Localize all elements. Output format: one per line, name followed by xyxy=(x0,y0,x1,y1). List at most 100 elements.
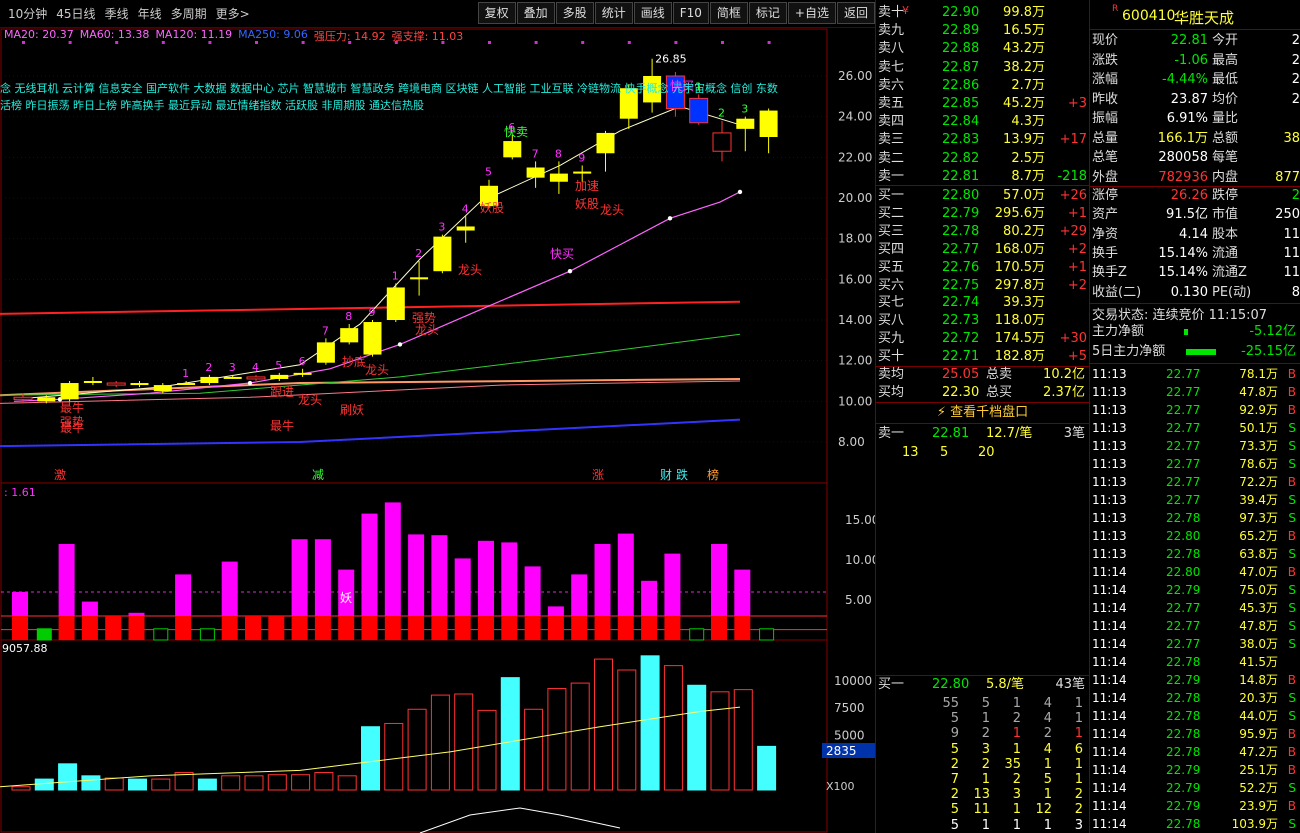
candle[interactable] xyxy=(480,185,498,207)
candle[interactable] xyxy=(340,328,359,343)
candle[interactable] xyxy=(386,287,405,320)
buy-level[interactable]: 买八 22.73 118.0万 xyxy=(876,312,1089,330)
buy-level[interactable]: 买二 22.79 295.6万 +1 xyxy=(876,205,1089,223)
ind1-base xyxy=(338,616,355,640)
candle[interactable] xyxy=(200,376,219,384)
candle[interactable] xyxy=(526,167,545,178)
toolbar-button[interactable]: +自选 xyxy=(787,1,836,24)
candle[interactable] xyxy=(246,376,266,380)
candle[interactable] xyxy=(60,383,79,400)
ind1-base xyxy=(617,616,634,640)
sell-level[interactable]: 卖二 22.82 2.5万 xyxy=(876,150,1089,168)
sell1-detail[interactable]: 卖一 22.81 12.7/笔 3笔 xyxy=(876,425,1089,443)
buy-level[interactable]: 买十 22.71 182.8万 +5 xyxy=(876,348,1089,366)
candle[interactable] xyxy=(363,322,382,355)
event-marker[interactable]: 财 xyxy=(660,468,672,482)
toolbar-button[interactable]: 返回 xyxy=(836,1,875,24)
buy-level[interactable]: 买六 22.75 297.8万 +2 xyxy=(876,277,1089,295)
buy-level[interactable]: 买四 22.77 168.0万 +2 xyxy=(876,241,1089,259)
candle[interactable] xyxy=(410,277,429,280)
event-marker[interactable]: 跌 xyxy=(676,467,688,482)
candle[interactable] xyxy=(573,171,592,174)
flow-bar xyxy=(1184,329,1188,335)
sell-level[interactable]: 卖九 22.89 16.5万 xyxy=(876,22,1089,40)
candle[interactable] xyxy=(433,236,452,272)
toolbar-button[interactable]: 标记 xyxy=(748,1,787,24)
candle[interactable] xyxy=(759,110,778,137)
candle[interactable] xyxy=(549,173,568,182)
sell-level[interactable]: 卖七 22.87 38.2万 xyxy=(876,59,1089,77)
quote-panel: R 600410 华胜天成 现价 22.81 今开 2 涨跌 -1.06 最高 2 涨幅 -4.44% 最… xyxy=(1090,0,1300,833)
candle[interactable] xyxy=(712,132,732,152)
candle[interactable] xyxy=(177,383,196,386)
candle[interactable] xyxy=(689,97,709,124)
period-tab[interactable]: 45日线 xyxy=(56,7,96,21)
buy1-detail[interactable]: 买一 22.80 5.8/笔 43笔 xyxy=(876,676,1089,694)
toolbar-button[interactable]: 多股 xyxy=(555,1,594,24)
stock-name: 华胜天成 xyxy=(1174,9,1235,27)
toolbar-button[interactable]: 画线 xyxy=(633,1,672,24)
toolbar-button[interactable]: 统计 xyxy=(594,1,633,24)
buy-level[interactable]: 买一 22.80 57.0万 +26 xyxy=(876,187,1089,205)
sell-level[interactable]: 卖八 22.88 43.2万 xyxy=(876,40,1089,58)
sell-level[interactable]: 卖五 22.85 45.2万 +3 xyxy=(876,95,1089,113)
period-tab[interactable]: 季线 xyxy=(104,7,129,21)
event-marker[interactable]: 减 xyxy=(312,468,324,482)
toolbar-button[interactable]: F10 xyxy=(672,1,709,24)
quote-row: 振幅 6.91% 量比 xyxy=(1090,109,1300,129)
signal-annotation: 加速 xyxy=(575,179,599,193)
level-label: 卖二 xyxy=(878,150,905,166)
sell-level[interactable]: 卖四 22.84 4.3万 xyxy=(876,113,1089,131)
avg-buy[interactable]: 买均 22.30 总买 2.37亿 xyxy=(876,384,1089,402)
candle[interactable] xyxy=(270,374,289,379)
level-price: 22.83 xyxy=(942,132,980,148)
period-tab[interactable]: 更多> xyxy=(215,7,250,21)
quote-value: 4.14 xyxy=(1179,226,1208,242)
sell-level[interactable]: 卖六 22.86 2.7万 xyxy=(876,77,1089,95)
candle[interactable] xyxy=(106,382,126,386)
candle[interactable] xyxy=(736,118,755,129)
avg-sell[interactable]: 卖均 25.05 总卖 10.2亿 xyxy=(876,366,1089,384)
signal-dot xyxy=(534,41,538,44)
candle[interactable] xyxy=(37,397,56,402)
sell-level[interactable]: 卖一 22.81 8.7万 -218 xyxy=(876,168,1089,186)
candle[interactable] xyxy=(130,383,149,386)
sell-level[interactable]: 卖十 22.90 99.8万 xyxy=(876,4,1089,22)
queue-item: 1 xyxy=(1012,741,1021,757)
kline-chart[interactable]: 26.0024.0022.0020.0018.0016.0014.0012.00… xyxy=(0,28,875,833)
toolbar-button[interactable]: 复权 xyxy=(477,1,516,24)
event-marker[interactable]: 榜 xyxy=(707,467,719,482)
tick-side: B xyxy=(1287,745,1296,759)
qiandang-link[interactable]: ⚡ 查看千档盘口 xyxy=(876,404,1089,422)
period-tab[interactable]: 10分钟 xyxy=(8,7,48,21)
level-delta: +2 xyxy=(1067,277,1087,293)
candle[interactable] xyxy=(13,396,33,400)
sell-level[interactable]: 卖三 22.83 13.9万 +17 xyxy=(876,131,1089,149)
toolbar-button[interactable]: 叠加 xyxy=(516,1,555,24)
candle[interactable] xyxy=(596,132,615,154)
candle[interactable] xyxy=(153,385,172,392)
level-delta: +26 xyxy=(1059,188,1087,203)
candle[interactable] xyxy=(293,372,312,375)
queue-item: 12 xyxy=(1035,802,1052,818)
candle[interactable] xyxy=(503,141,522,158)
toolbar-button[interactable]: 简框 xyxy=(709,1,748,24)
candle[interactable] xyxy=(619,88,638,119)
candle[interactable] xyxy=(223,376,242,379)
buy-level[interactable]: 买五 22.76 170.5万 +1 xyxy=(876,259,1089,277)
buy-level[interactable]: 买七 22.74 39.3万 xyxy=(876,294,1089,312)
candle[interactable] xyxy=(83,381,102,383)
period-tab[interactable]: 多周期 xyxy=(170,7,207,21)
candle[interactable] xyxy=(456,226,475,231)
candle[interactable] xyxy=(643,76,662,103)
ma120-line xyxy=(0,377,741,397)
buy-level[interactable]: 买三 22.78 80.2万 +29 xyxy=(876,223,1089,241)
event-marker[interactable]: 激 xyxy=(54,468,66,482)
event-marker[interactable]: 涨 xyxy=(592,467,604,482)
queue-item: 2 xyxy=(981,726,990,742)
signal-annotation: 妖股 xyxy=(575,197,599,211)
period-tab[interactable]: 年线 xyxy=(137,7,162,21)
candle[interactable] xyxy=(665,75,685,110)
buy-level[interactable]: 买九 22.72 174.5万 +30 xyxy=(876,330,1089,348)
candle[interactable] xyxy=(316,342,335,363)
